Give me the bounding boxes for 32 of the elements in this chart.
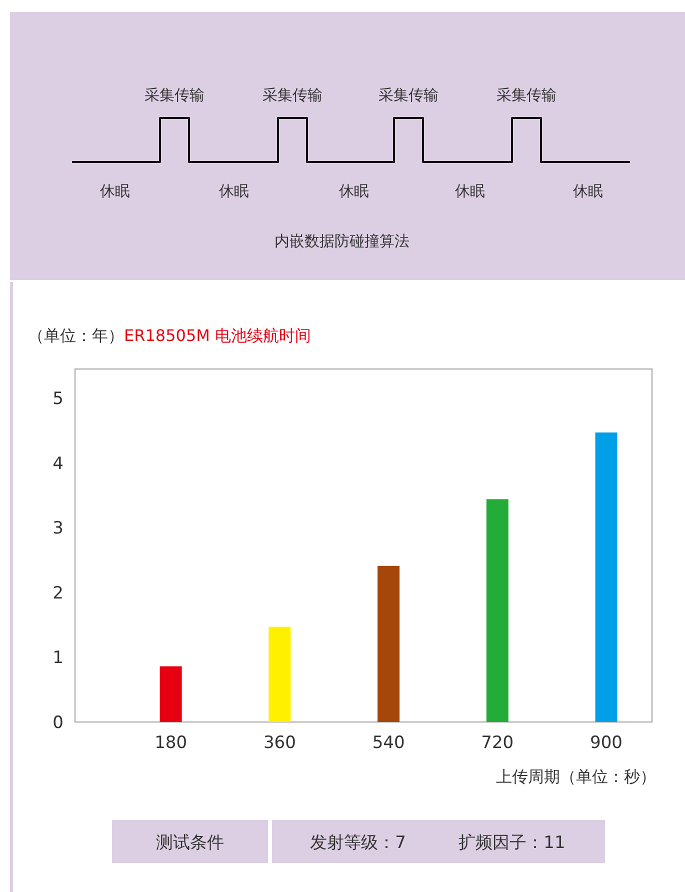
x-tick-label: 540 bbox=[372, 733, 405, 753]
y-tick-label: 3 bbox=[52, 518, 64, 539]
text: 扩频因子：11 bbox=[458, 833, 566, 853]
text: 休眠 bbox=[219, 182, 249, 200]
text: 发射等级：7 bbox=[310, 833, 406, 853]
text: 休眠 bbox=[455, 182, 485, 200]
text: 采集传输 bbox=[378, 86, 438, 104]
y-tick-label: 0 bbox=[52, 713, 64, 733]
text: 休眠 bbox=[100, 182, 130, 200]
x-tick-label: 360 bbox=[263, 733, 296, 753]
text: 休眠 bbox=[573, 182, 603, 200]
text: 休眠 bbox=[339, 182, 369, 200]
text: 内嵌数据防碰撞算法 bbox=[274, 232, 410, 250]
x-tick-label: 900 bbox=[590, 733, 622, 753]
y-tick-label: 2 bbox=[52, 583, 64, 604]
x-tick-label: 720 bbox=[481, 733, 514, 753]
y-tick-label: 5 bbox=[52, 389, 64, 410]
bar bbox=[160, 666, 182, 722]
y-tick-label: 4 bbox=[52, 454, 64, 474]
text: 采集传输 bbox=[496, 86, 556, 104]
text: 采集传输 bbox=[262, 86, 322, 104]
y-tick-label: 1 bbox=[52, 648, 64, 668]
text: 采集传输 bbox=[144, 86, 204, 104]
bar bbox=[486, 499, 508, 722]
bar bbox=[268, 626, 291, 722]
x-tick-label: 180 bbox=[154, 733, 188, 753]
y-axis-title: （单位：年） bbox=[28, 326, 124, 345]
chart-title: ER18505M 电池续航时间 bbox=[124, 326, 312, 345]
bar bbox=[378, 566, 400, 722]
text: 测试条件 bbox=[156, 833, 224, 853]
x-axis-title: 上传周期（单位：秒） bbox=[496, 767, 656, 786]
bar bbox=[595, 432, 618, 722]
